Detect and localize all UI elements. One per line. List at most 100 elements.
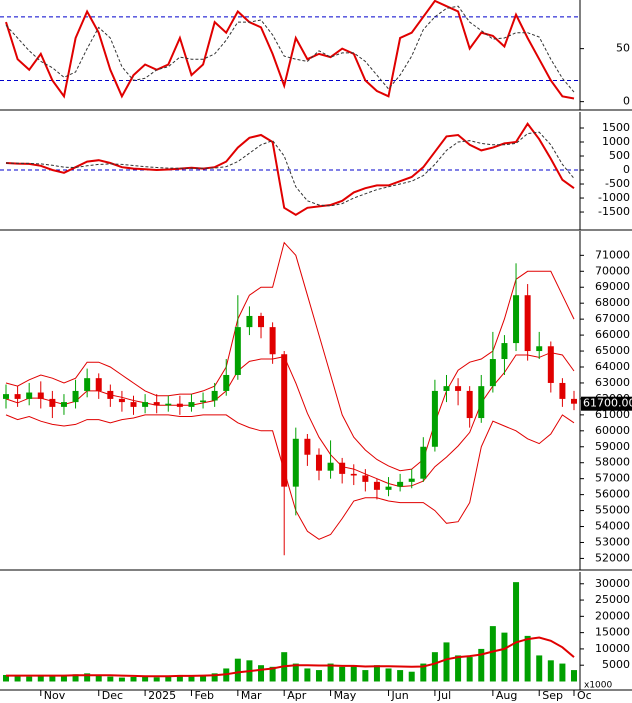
volume-bar [350, 665, 357, 682]
y-tick-label: -1500 [598, 205, 630, 218]
candle-body [211, 390, 218, 401]
candle-body [559, 382, 566, 399]
y-tick-label: 500 [609, 149, 630, 162]
candle-body [443, 386, 450, 391]
candle-body [26, 392, 33, 399]
x-tick-label: Nov [44, 689, 66, 702]
y-tick-label: 58000 [595, 456, 630, 469]
candle-body [142, 402, 149, 407]
x-tick-label: Mar [241, 689, 262, 702]
volume-ma-line [6, 636, 575, 678]
volume-bar [234, 658, 241, 682]
candle-body [513, 295, 520, 344]
volume-bar [95, 675, 102, 682]
y-tick-label: 50 [616, 42, 630, 55]
indicator-line [5, 131, 575, 207]
volume-bar [571, 670, 577, 682]
y-tick-label: 64000 [595, 360, 630, 373]
candle-body [72, 390, 79, 403]
candle-body [3, 394, 9, 399]
y-tick-label: 66000 [595, 328, 630, 341]
candle-body [350, 473, 357, 476]
candle-body [188, 402, 195, 407]
unit-label: x1000 [584, 681, 613, 691]
y-tick-label: 60000 [595, 424, 630, 437]
candle-body [385, 486, 392, 490]
y-tick-label: 53000 [595, 535, 630, 548]
candle-body [397, 481, 404, 487]
y-tick-label: 65000 [595, 344, 630, 357]
y-tick-label: 30000 [595, 577, 630, 590]
candle-body [362, 475, 369, 482]
candle-body [118, 398, 125, 403]
candle-body [49, 398, 56, 407]
candle-body [223, 374, 230, 391]
volume-bar [385, 668, 392, 682]
candle-body [524, 295, 531, 352]
volume-bar [466, 657, 473, 682]
candle-body [327, 462, 334, 471]
x-tick-label: Sep [542, 689, 563, 702]
y-tick-label: 1000 [602, 135, 630, 148]
y-tick-label: 5000 [602, 658, 630, 671]
y-tick-label: 55000 [595, 504, 630, 517]
candle-body [315, 454, 322, 471]
candle-body [339, 462, 346, 474]
candle-body [304, 438, 311, 455]
volume-bar [431, 652, 438, 682]
volume-bar [524, 635, 531, 682]
candle-body [95, 378, 102, 391]
y-tick-label: 67000 [595, 312, 630, 325]
y-tick-label: 56000 [595, 488, 630, 501]
candle-body [130, 402, 137, 407]
volume-bar [362, 670, 369, 682]
indicator-line [5, 5, 575, 93]
candle-body [478, 386, 485, 419]
candle-body [420, 446, 427, 479]
y-tick-label: 71000 [595, 248, 630, 261]
volume-bar [72, 674, 79, 682]
volume-bar [118, 677, 125, 682]
y-tick-label: 68000 [595, 296, 630, 309]
volume-bar [513, 582, 520, 682]
volume-bar [292, 663, 299, 682]
candle-body [234, 327, 241, 375]
volume-bar [165, 675, 172, 682]
volume-bar [3, 674, 9, 682]
x-tick-label: 2025 [148, 689, 176, 702]
candle-body [84, 378, 91, 391]
candle-body [292, 438, 299, 487]
candle-body [258, 315, 265, 328]
candle-body [455, 386, 462, 391]
y-tick-label: 1500 [602, 121, 630, 134]
volume-bar [339, 666, 346, 682]
volume-bar [142, 676, 149, 682]
volume-bar [14, 675, 21, 682]
volume-bar [130, 676, 137, 682]
candle-body [37, 392, 44, 399]
volume-bar [373, 665, 380, 682]
x-tick-label: Apr [287, 689, 307, 702]
volume-bar [188, 676, 195, 682]
volume-bar [107, 676, 114, 682]
candle-body [489, 359, 496, 387]
volume-bar [327, 663, 334, 682]
candle-body [176, 403, 183, 407]
y-tick-label: 52000 [595, 551, 630, 564]
volume-bar [269, 666, 276, 682]
x-tick-label: Dec [102, 689, 123, 702]
volume-bar [501, 632, 508, 682]
y-tick-label: 15000 [595, 626, 630, 639]
volume-bar [547, 660, 554, 682]
volume-bar [304, 668, 311, 682]
volume-bar [489, 626, 496, 682]
volume-bar [176, 674, 183, 682]
candle-body [466, 390, 473, 419]
volume-bar [211, 673, 218, 682]
band-line [5, 241, 575, 472]
y-tick-label: 69000 [595, 280, 630, 293]
volume-bar [536, 655, 543, 682]
volume-bar [153, 677, 160, 682]
volume-bar [478, 648, 485, 682]
